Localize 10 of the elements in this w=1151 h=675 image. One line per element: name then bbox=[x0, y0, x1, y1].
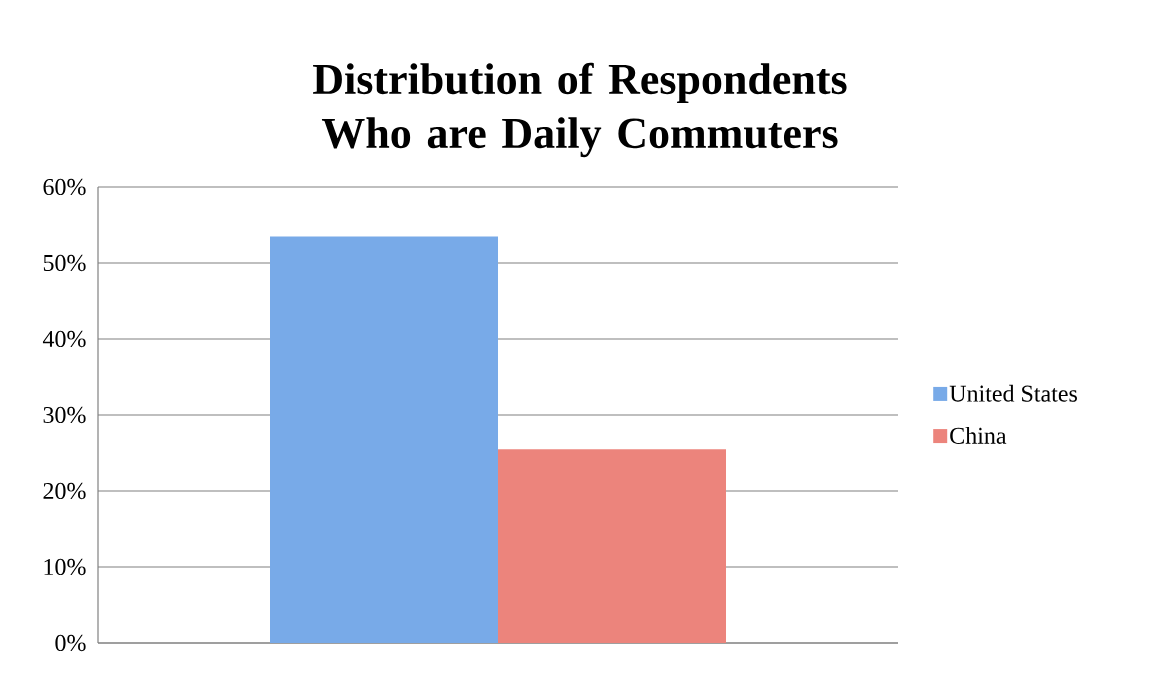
legend-label: China bbox=[950, 427, 1007, 444]
y-tick-label: 20% bbox=[43, 482, 86, 500]
y-tick-label: 30% bbox=[43, 406, 86, 424]
y-tick-label: 60% bbox=[43, 178, 86, 196]
y-tick-label: 40% bbox=[42, 330, 86, 348]
y-tick-label: 50% bbox=[43, 254, 86, 272]
y-tick-label: 0% bbox=[55, 634, 86, 652]
chart-title: Distribution of Respondents Who are Daily Commuters bbox=[313, 62, 847, 158]
legend-label: United States bbox=[949, 384, 1077, 402]
y-tick-label: 10% bbox=[44, 558, 86, 576]
